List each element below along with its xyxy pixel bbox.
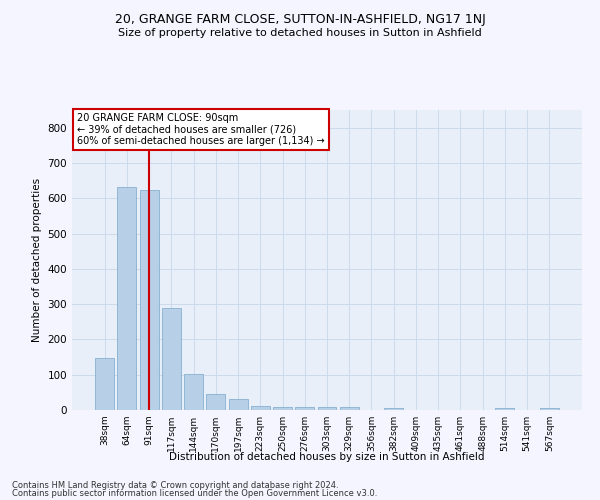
Bar (206, 394, 225, 410)
Bar (95, 358, 114, 410)
Text: Distribution of detached houses by size in Sutton in Ashfield: Distribution of detached houses by size … (169, 452, 485, 462)
Bar (273, 407, 292, 410)
Bar (229, 399, 248, 410)
Text: 20 GRANGE FARM CLOSE: 90sqm
← 39% of detached houses are smaller (726)
60% of se: 20 GRANGE FARM CLOSE: 90sqm ← 39% of det… (77, 113, 325, 146)
Bar (295, 407, 314, 410)
Bar (540, 408, 559, 410)
Text: Size of property relative to detached houses in Sutton in Ashfield: Size of property relative to detached ho… (118, 28, 482, 38)
Y-axis label: Number of detached properties: Number of detached properties (32, 178, 42, 342)
Bar (340, 407, 359, 410)
Bar (118, 186, 136, 410)
Text: Contains HM Land Registry data © Crown copyright and database right 2024.: Contains HM Land Registry data © Crown c… (12, 480, 338, 490)
Text: Contains public sector information licensed under the Open Government Licence v3: Contains public sector information licen… (12, 489, 377, 498)
Bar (140, 190, 158, 410)
Text: 20, GRANGE FARM CLOSE, SUTTON-IN-ASHFIELD, NG17 1NJ: 20, GRANGE FARM CLOSE, SUTTON-IN-ASHFIEL… (115, 12, 485, 26)
Bar (317, 407, 337, 410)
Bar (162, 308, 181, 410)
Bar (251, 406, 270, 410)
Bar (384, 408, 403, 410)
Bar (184, 374, 203, 410)
Bar (496, 408, 514, 410)
